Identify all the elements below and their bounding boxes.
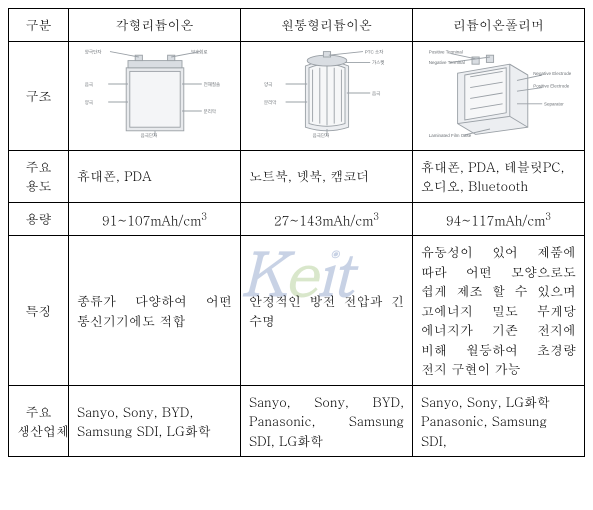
feature-c2: 안정적인 방전 전압과 긴 수명 — [241, 236, 413, 386]
header-col3: 리튬이온폴리머 — [413, 9, 585, 42]
diagram-prismatic: 양극단자 보호회로 음극 양극 전해질솔 분리막 음극단자 — [69, 41, 241, 150]
row-usage: 주요 용도 휴대폰, PDA 노트북, 넷북, 캠코더 휴대폰, PDA, 테블… — [9, 150, 585, 202]
header-gubun: 구분 — [9, 9, 69, 42]
feature-c3: 유동성이 있어 제품에 따라 어떤 모양으로도 쉽게 제조 할 수 있으며 고에… — [413, 236, 585, 386]
diagram-label: 분리막 — [264, 99, 276, 106]
diagram-label: Separator — [544, 102, 564, 107]
exp: 3 — [201, 209, 207, 223]
usage-c2: 노트북, 넷북, 캠코더 — [241, 150, 413, 202]
capacity-c3: 94~117mAh/cm3 — [413, 202, 585, 236]
diagram-label: PTC 소자 — [364, 49, 383, 56]
diagram-label: 전해질솔 — [203, 81, 220, 88]
row-capacity: 용량 91~107mAh/cm3 27~143mAh/cm3 94~117mAh… — [9, 202, 585, 236]
diagram-label: 음극단자 — [312, 132, 329, 138]
diagram-label: Positive Terminal — [428, 50, 462, 55]
feature-c1: 종류가 다양하여 어떤 통신기기에도 적합 — [69, 236, 241, 386]
diagram-cylindrical: PTC 소자 가스켓 양극 분리막 음극 음극단자 — [241, 41, 413, 150]
diagram-label: 양극 — [264, 81, 272, 88]
row-maker-label: 주요 생산업체 — [9, 385, 69, 457]
capacity-c2-val: 27~143mAh/cm — [274, 210, 373, 229]
diagram-label: 음극 — [84, 82, 92, 88]
exp: 3 — [373, 209, 379, 223]
capacity-c1: 91~107mAh/cm3 — [69, 202, 241, 236]
capacity-c2: 27~143mAh/cm3 — [241, 202, 413, 236]
row-structure: 구조 양극단자 보 — [9, 41, 585, 150]
capacity-c1-val: 91~107mAh/cm — [102, 210, 201, 229]
battery-comparison-table: 구분 각형리튬이온 원통형리튬이온 리튬이온폴리머 구조 — [8, 8, 585, 457]
diagram-label: 양극단자 — [84, 49, 101, 56]
diagram-label: 보호회로 — [191, 49, 208, 56]
row-capacity-label: 용량 — [9, 202, 69, 236]
diagram-label: Negative Electrode — [533, 71, 571, 76]
row-usage-label: 주요 용도 — [9, 150, 69, 202]
header-col1: 각형리튬이온 — [69, 9, 241, 42]
maker-c1: Sanyo, Sony, BYD, Samsung SDI, LG화학 — [69, 385, 241, 457]
usage-c3: 휴대폰, PDA, 테블릿PC, 오디오, Bluetooth — [413, 150, 585, 202]
cylindrical-battery-diagram: PTC 소자 가스켓 양극 분리막 음극 음극단자 — [255, 48, 399, 138]
row-feature-label: 특징 — [9, 236, 69, 386]
diagram-label: Positive Electrode — [533, 84, 570, 89]
prismatic-battery-diagram: 양극단자 보호회로 음극 양극 전해질솔 분리막 음극단자 — [83, 48, 227, 138]
row-feature: 특징 종류가 다양하여 어떤 통신기기에도 적합 안정적인 방전 전압과 긴 수… — [9, 236, 585, 386]
diagram-label: Negative Terminal — [428, 60, 464, 65]
diagram-label: 분리막 — [203, 108, 215, 115]
diagram-polymer: Positive Terminal Negative Terminal Nega… — [413, 41, 585, 150]
polymer-battery-diagram: Positive Terminal Negative Terminal Nega… — [427, 48, 571, 138]
diagram-label: 양극 — [84, 99, 92, 106]
diagram-label: 가스켓 — [372, 59, 384, 66]
diagram-label: 음극 — [372, 91, 380, 97]
row-structure-label: 구조 — [9, 41, 69, 150]
header-col2: 원통형리튬이온 — [241, 9, 413, 42]
diagram-label: 음극단자 — [140, 132, 157, 138]
usage-c1: 휴대폰, PDA — [69, 150, 241, 202]
diagram-label: Laminated Film Case — [428, 133, 471, 138]
maker-c3: Sanyo, Sony, LG화학 Panasonic, Samsung SDI… — [413, 385, 585, 457]
row-maker: 주요 생산업체 Sanyo, Sony, BYD, Samsung SDI, L… — [9, 385, 585, 457]
capacity-c3-val: 94~117mAh/cm — [446, 210, 545, 229]
table-header-row: 구분 각형리튬이온 원통형리튬이온 리튬이온폴리머 — [9, 9, 585, 42]
exp: 3 — [545, 209, 551, 223]
maker-c2: Sanyo, Sony, BYD, Panasonic, Samsung SDI… — [241, 385, 413, 457]
